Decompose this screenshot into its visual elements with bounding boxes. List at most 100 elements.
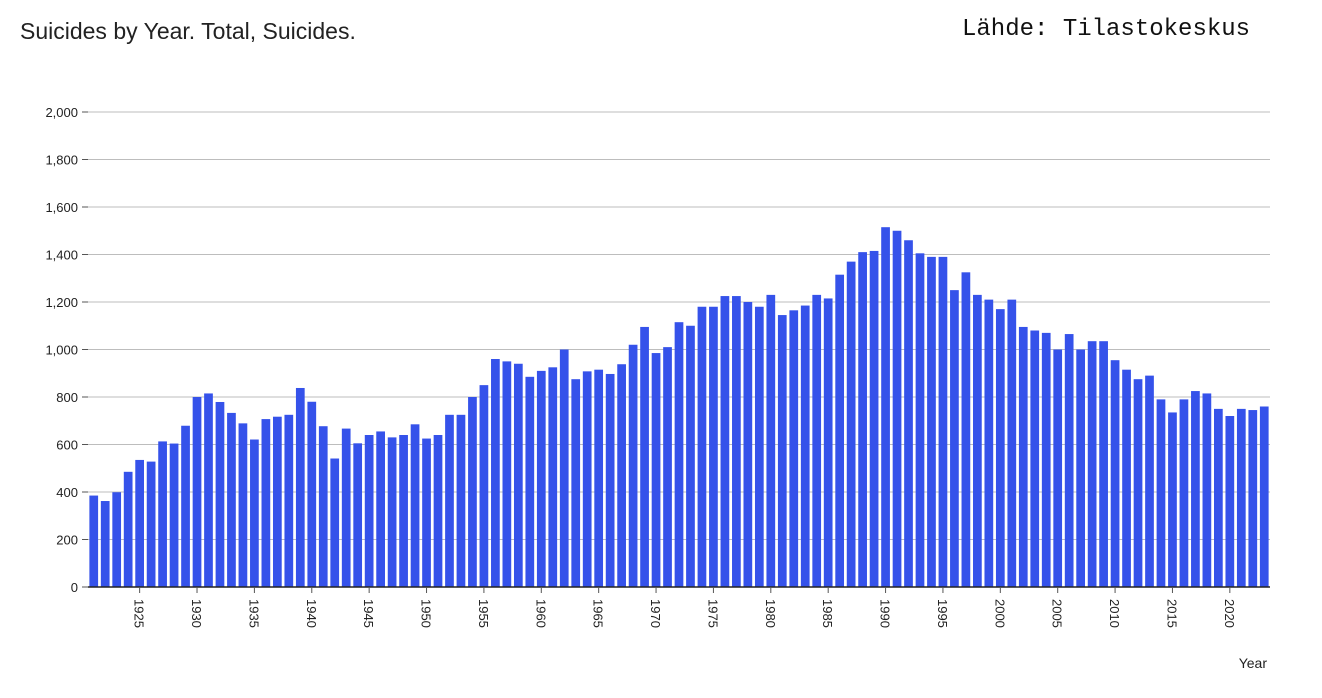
bar xyxy=(307,401,317,587)
y-tick-label: 0 xyxy=(71,580,78,595)
bar xyxy=(1248,410,1258,587)
bar xyxy=(353,443,363,587)
bar xyxy=(1030,330,1040,587)
bar xyxy=(571,379,581,587)
bar xyxy=(1145,375,1154,588)
bar xyxy=(261,419,271,587)
x-tick-label: 1990 xyxy=(878,599,893,628)
bar xyxy=(812,294,822,588)
y-tick-label: 1,800 xyxy=(45,153,78,168)
x-tick-label: 1995 xyxy=(935,599,950,628)
bar xyxy=(238,423,248,587)
bar xyxy=(445,414,454,587)
y-tick-label: 1,000 xyxy=(45,343,78,358)
y-tick-label: 1,400 xyxy=(45,248,78,263)
x-tick-label: 2020 xyxy=(1222,599,1237,628)
bar xyxy=(640,326,649,587)
bar xyxy=(295,387,305,587)
bar xyxy=(272,416,282,587)
bar xyxy=(1087,341,1097,587)
bar xyxy=(697,306,707,587)
bar xyxy=(732,296,741,587)
bar xyxy=(789,310,799,587)
bar xyxy=(1191,391,1200,587)
x-tick-label: 1955 xyxy=(476,599,491,628)
bar xyxy=(1041,332,1051,588)
x-tick-label: 1980 xyxy=(763,599,778,628)
y-tick-label: 1,600 xyxy=(45,200,78,215)
bar xyxy=(1214,408,1223,588)
bar xyxy=(468,397,477,587)
bar xyxy=(961,272,971,587)
bar xyxy=(181,425,190,587)
bar xyxy=(330,458,340,587)
bar xyxy=(318,426,328,587)
bar xyxy=(250,439,259,587)
bar xyxy=(192,397,202,587)
bar xyxy=(663,347,672,588)
x-tick-label: 1925 xyxy=(132,599,147,628)
y-tick-label: 200 xyxy=(56,533,78,548)
bar xyxy=(548,367,558,587)
bar xyxy=(743,302,753,587)
bar xyxy=(823,298,833,587)
bar xyxy=(364,435,374,587)
bar xyxy=(100,501,110,587)
bar xyxy=(605,373,615,587)
bar xyxy=(399,435,408,587)
bar xyxy=(720,296,730,587)
bar xyxy=(169,443,179,587)
source-label: Lähde: Tilastokeskus xyxy=(962,16,1251,43)
bar xyxy=(995,309,1005,588)
bar xyxy=(1179,399,1189,588)
bar xyxy=(559,349,569,587)
x-tick-label: 1940 xyxy=(304,599,319,628)
x-tick-label: 1965 xyxy=(591,599,606,628)
y-tick-label: 800 xyxy=(56,390,78,405)
bar xyxy=(858,252,867,588)
bar xyxy=(915,253,925,587)
x-tick-label: 1930 xyxy=(189,599,204,628)
x-tick-label: 2000 xyxy=(992,599,1007,628)
bar xyxy=(835,274,845,587)
bar xyxy=(674,322,684,587)
bar xyxy=(456,414,466,587)
bar xyxy=(1202,393,1212,587)
bar xyxy=(215,401,225,587)
bar xyxy=(1018,326,1028,587)
bar xyxy=(950,290,959,588)
bar xyxy=(881,227,890,587)
bar xyxy=(433,435,443,587)
bar xyxy=(146,461,156,587)
bar xyxy=(846,261,856,588)
bar xyxy=(422,438,431,587)
bar xyxy=(513,363,523,587)
bar xyxy=(1110,360,1120,587)
bar xyxy=(617,364,626,587)
bar xyxy=(1076,349,1086,587)
bar xyxy=(1099,341,1108,587)
x-tick-label: 2010 xyxy=(1107,599,1122,628)
bar xyxy=(686,325,695,587)
x-tick-label: 2005 xyxy=(1050,599,1065,628)
bar xyxy=(766,294,776,588)
bar xyxy=(112,492,122,587)
chart-title: Suicides by Year. Total, Suicides. xyxy=(20,18,356,44)
x-tick-label: 1935 xyxy=(246,599,261,628)
bar xyxy=(904,240,913,587)
bar xyxy=(89,495,99,587)
bar xyxy=(709,306,718,587)
y-axis-ticks: 0 200 400 600 800 1,000 1,200 1,400 1,600 1,800 2,… xyxy=(45,105,88,595)
x-tick-label: 1945 xyxy=(361,599,376,628)
bar xyxy=(410,424,420,587)
x-tick-label: 2015 xyxy=(1164,599,1179,628)
bar xyxy=(1156,399,1166,588)
bar xyxy=(973,294,982,588)
bar xyxy=(123,471,133,587)
bar xyxy=(927,256,936,588)
bar xyxy=(594,369,604,587)
bar xyxy=(525,376,535,587)
bar xyxy=(1168,412,1177,587)
bar xyxy=(536,370,546,588)
